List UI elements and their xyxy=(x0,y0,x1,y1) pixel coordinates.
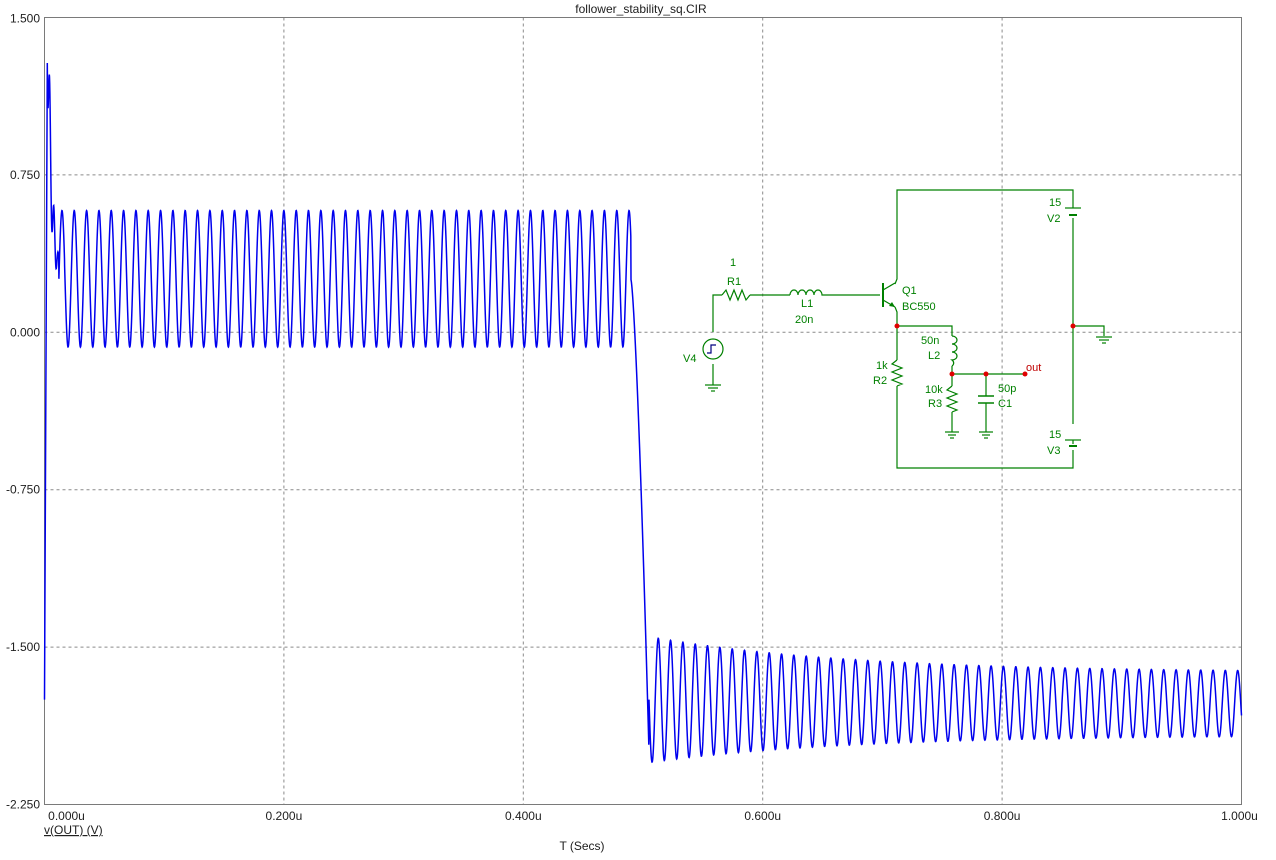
v3-label: V3 xyxy=(1047,445,1060,457)
y-tick-label: 0.750 xyxy=(10,168,40,182)
ground-r3-c1 xyxy=(945,431,993,439)
chart-title: follower_stability_sq.CIR xyxy=(575,2,707,16)
q1-model: BC550 xyxy=(902,301,936,313)
y-tick-label: -1.500 xyxy=(6,640,40,654)
v2-value: 15 xyxy=(1049,197,1061,209)
inductor-l2 xyxy=(950,335,958,367)
schematic-wires xyxy=(712,189,1105,469)
y-axis-ticks: 1.500 0.750 0.000 -0.750 -1.500 -2.250 xyxy=(6,12,40,812)
schematic-overlay: 1 R1 L1 20n Q1 BC550 V4 15 V2 15 V3 50n … xyxy=(683,189,1112,469)
source-v4 xyxy=(702,338,724,392)
grid xyxy=(44,17,1242,805)
r1-label: R1 xyxy=(727,276,741,288)
plot-frame xyxy=(44,17,1242,805)
x-tick-label: 0.800u xyxy=(984,809,1021,823)
r3-label: R3 xyxy=(928,398,942,410)
q1-label: Q1 xyxy=(902,285,917,297)
r1-value: 1 xyxy=(730,257,736,269)
v3-value: 15 xyxy=(1049,429,1061,441)
resistor-r1 xyxy=(721,288,751,302)
resistor-r2 xyxy=(890,359,904,387)
battery-v2 xyxy=(1065,207,1081,216)
l2-value: 50n xyxy=(921,335,939,347)
inductor-l1 xyxy=(789,289,826,296)
resistor-r3 xyxy=(945,385,959,413)
y-tick-label: -0.750 xyxy=(6,483,40,497)
schematic-nodes xyxy=(894,323,1076,377)
l1-value: 20n xyxy=(795,314,813,326)
x-axis-ticks: 0.000u 0.200u 0.400u 0.600u 0.800u 1.000u xyxy=(48,809,1258,823)
x-tick-label: 0.400u xyxy=(505,809,542,823)
r2-value: 1k xyxy=(876,360,888,372)
transistor-q1 xyxy=(882,282,896,308)
r2-label: R2 xyxy=(873,375,887,387)
c1-label: C1 xyxy=(998,398,1012,410)
y-tick-label: 0.000 xyxy=(10,325,40,339)
c1-value: 50p xyxy=(998,383,1016,395)
x-tick-label: 0.600u xyxy=(744,809,781,823)
l2-label: L2 xyxy=(928,350,940,362)
x-tick-label: 1.000u xyxy=(1221,809,1258,823)
l1-label: L1 xyxy=(801,298,813,310)
out-node-label: out xyxy=(1026,362,1041,374)
battery-v3 xyxy=(1065,439,1081,447)
v4-label: V4 xyxy=(683,353,696,365)
capacitor-c1 xyxy=(978,395,994,404)
y-tick-label: 1.500 xyxy=(10,12,40,26)
x-tick-label: 0.200u xyxy=(266,809,303,823)
x-tick-label: 0.000u xyxy=(48,809,85,823)
r3-value: 10k xyxy=(925,384,943,396)
ground-symbol xyxy=(1096,336,1112,344)
series-line-vout xyxy=(43,62,1243,764)
y-tick-label: -2.250 xyxy=(6,798,40,812)
x-axis-label: T (Secs) xyxy=(559,839,604,853)
y-axis-label[interactable]: v(OUT) (V) xyxy=(44,823,103,837)
v2-label: V2 xyxy=(1047,213,1060,225)
